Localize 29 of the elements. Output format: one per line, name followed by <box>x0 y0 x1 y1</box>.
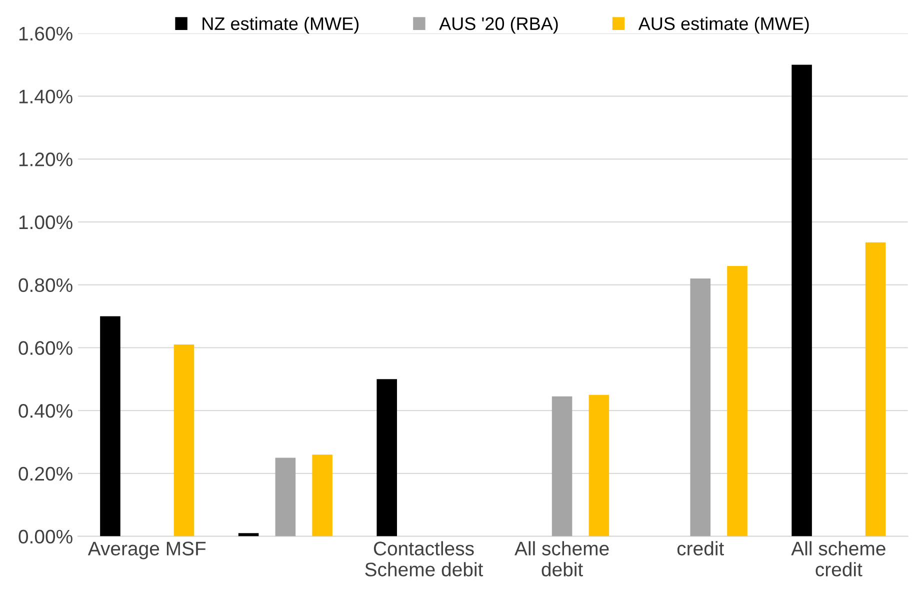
y-tick-label: 0.40% <box>18 404 72 418</box>
bar <box>275 458 296 536</box>
bar <box>376 379 397 536</box>
bar <box>690 278 710 536</box>
y-tick-label: 1.40% <box>19 90 72 104</box>
y-tick-label: 1.00% <box>19 215 72 230</box>
bar <box>238 533 259 536</box>
y-tick-label: 0.00% <box>18 530 72 544</box>
x-tick-label: All scheme debit <box>514 541 609 576</box>
bar <box>865 242 886 536</box>
x-tick-label: Average MSF <box>88 542 206 560</box>
bar <box>100 316 120 536</box>
y-tick-label: 0.20% <box>18 466 72 481</box>
legend-label: NZ estimate (MWE) <box>202 16 359 34</box>
legend-label: AUS estimate (MWE) <box>638 16 809 34</box>
bar <box>312 454 332 536</box>
bar <box>792 64 812 536</box>
y-tick-label: 1.60% <box>19 26 72 41</box>
bar <box>174 344 194 536</box>
y-tick-label: 0.60% <box>18 341 72 355</box>
bar <box>588 394 610 536</box>
bar <box>552 396 572 536</box>
x-tick-label: credit <box>677 541 724 556</box>
x-tick-label: All scheme credit <box>791 541 886 576</box>
x-tick-label: Contactless Scheme debit <box>365 541 484 576</box>
y-tick-label: 0.80% <box>18 278 72 292</box>
y-tick-label: 1.20% <box>19 152 72 166</box>
legend-label: AUS '20 (RBA) <box>439 16 558 34</box>
bar <box>727 266 748 536</box>
